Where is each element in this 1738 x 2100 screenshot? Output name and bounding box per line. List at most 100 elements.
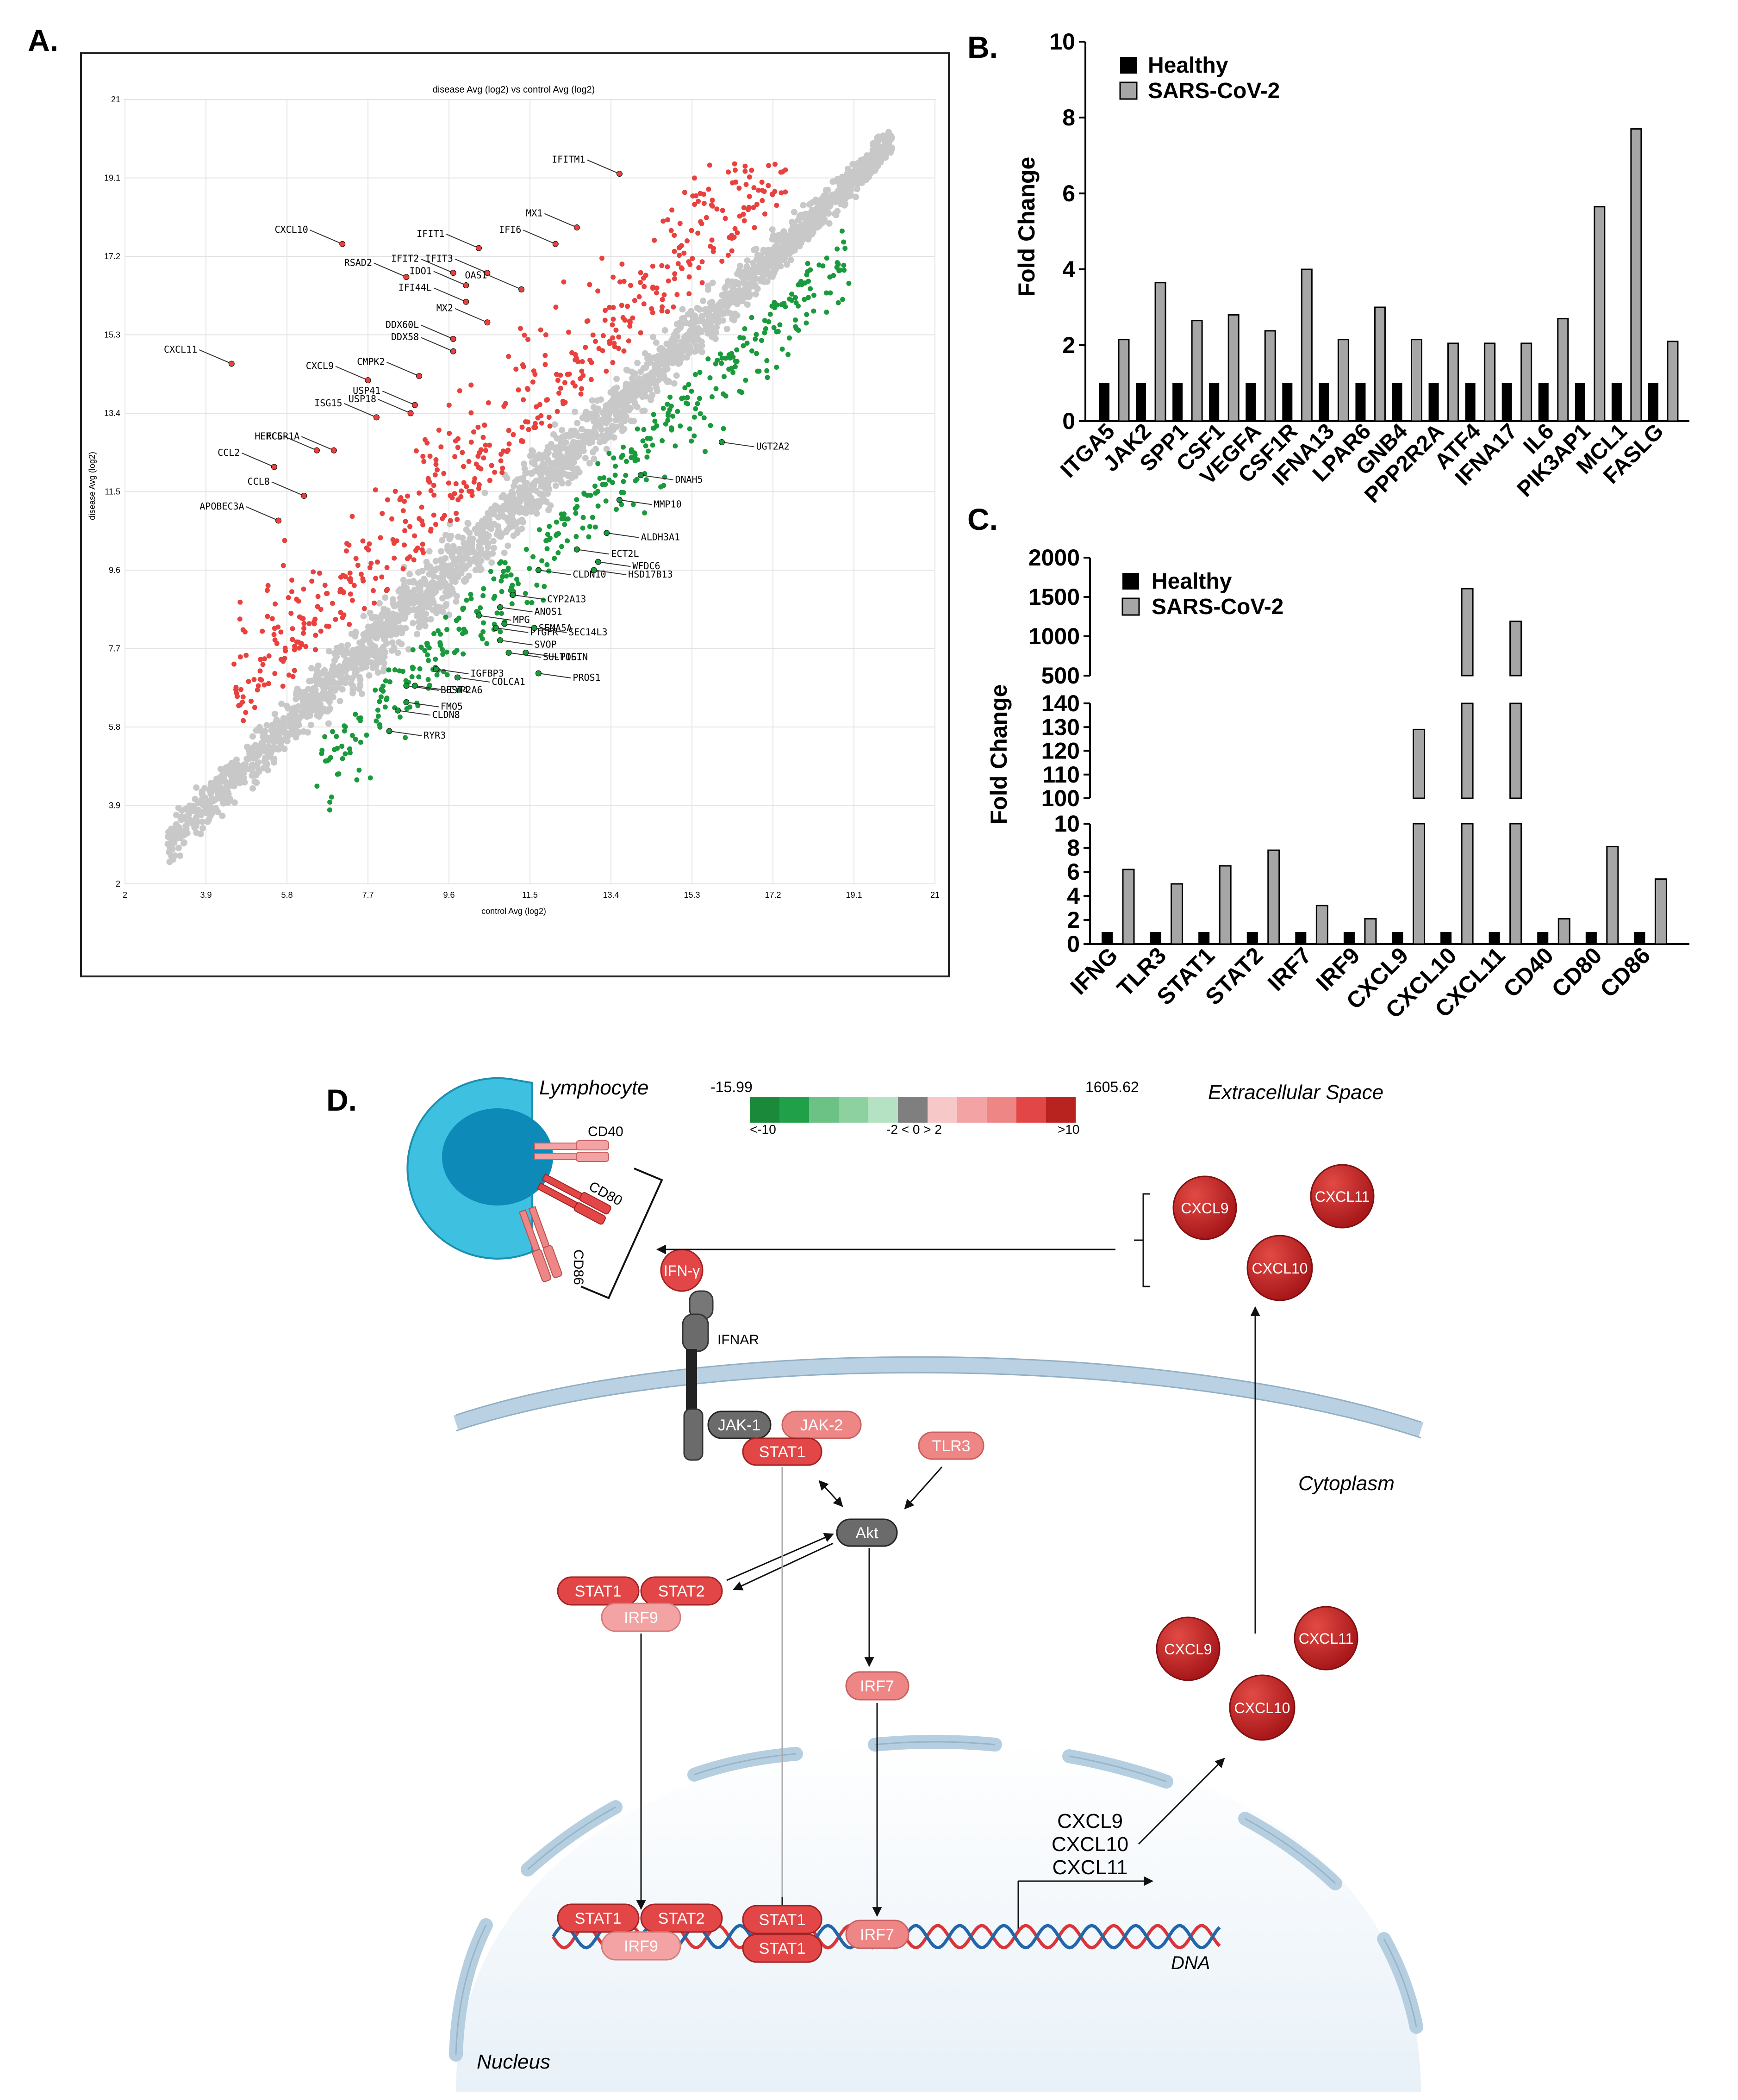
gene-label: UGT2A2 [756,441,789,452]
point-down [670,413,676,419]
point-up [672,276,678,281]
scatter-panel: disease Avg (log2) vs control Avg (log2)… [80,52,950,977]
point-unchanged [764,278,771,285]
point-down [646,448,651,454]
panel-label-d: D. [326,1083,357,1117]
point-up [379,574,385,580]
point-unchanged [496,533,503,540]
point-unchanged [380,668,387,675]
point-down [560,513,566,519]
point-up [309,578,315,584]
point-up [318,607,324,612]
point-down [335,746,340,751]
point-up [326,623,331,629]
point-unchanged [189,802,196,809]
point-down [634,477,640,482]
point-up [691,175,697,181]
upregulated-points [231,161,788,723]
bar-c-y-tick: 140 [1041,690,1080,716]
point-down [793,324,798,329]
point-unchanged [784,241,791,248]
point-up [674,292,680,298]
point-unchanged [674,333,681,340]
point-unchanged [769,226,776,233]
point-down [339,744,345,749]
point-unchanged [172,852,179,859]
point-up [347,621,352,627]
point-up [433,461,439,467]
point-unchanged [776,245,783,252]
point-up [595,288,601,294]
labeled-point [501,621,508,627]
point-unchanged [634,404,641,410]
point-unchanged [210,797,217,804]
point-down [500,574,505,579]
point-unchanged [528,447,535,454]
point-unchanged [539,492,546,499]
point-up [660,297,665,302]
arrow-akt-stat-complex [726,1533,834,1581]
point-unchanged [173,812,180,819]
point-up [294,596,299,602]
point-unchanged [853,186,860,193]
point-down [697,396,702,401]
stat2-cytoplasm-node [640,1576,723,1606]
stat2-nucleus-node [640,1903,723,1933]
x-tick-label: 19.1 [846,890,862,900]
point-up [583,345,588,350]
point-unchanged [283,702,290,709]
gene-label: USP18 [349,393,376,404]
point-unchanged [710,330,716,337]
point-up [471,479,477,485]
irf9-cytoplasm-label: IRF9 [624,1609,658,1627]
y-tick-label: 15.3 [104,330,120,340]
point-down [597,476,603,481]
point-up [428,488,434,493]
point-unchanged [593,434,600,441]
point-unchanged [343,659,350,665]
point-unchanged [349,690,356,696]
point-up [708,243,713,249]
point-up [427,479,432,485]
point-down [623,459,629,464]
x-tick-label: 7.7 [362,890,374,900]
point-up [360,538,366,544]
point-down [523,547,529,552]
point-unchanged [769,247,776,254]
point-unchanged [480,539,486,546]
point-unchanged [426,571,433,578]
point-up [272,637,278,643]
point-up [749,168,754,173]
point-unchanged [398,640,405,647]
labeled-point [301,492,307,499]
point-down [314,783,320,789]
point-up [627,323,633,329]
point-unchanged [355,659,362,666]
point-up [468,439,474,445]
point-up [501,404,507,409]
point-up [311,619,317,625]
point-unchanged [439,595,446,602]
point-unchanged [376,632,383,639]
point-up [774,203,779,208]
point-down [440,647,445,652]
point-up [562,400,568,405]
point-unchanged [289,713,296,720]
point-down [839,228,845,234]
labeled-point [313,447,320,454]
point-up [446,403,452,408]
point-up [343,574,348,579]
point-unchanged [744,257,751,264]
point-down [544,546,550,552]
point-unchanged [237,774,243,781]
bar-c-sars [1413,823,1425,945]
bar-b-sars [1557,318,1569,422]
point-up [589,360,594,366]
point-down [461,651,466,657]
labeled-point [416,373,423,379]
gene-label: CXCL11 [164,344,197,355]
bar-c-healthy [1585,932,1597,944]
labeled-point [475,245,482,251]
bar-b-healthy [1282,383,1293,421]
